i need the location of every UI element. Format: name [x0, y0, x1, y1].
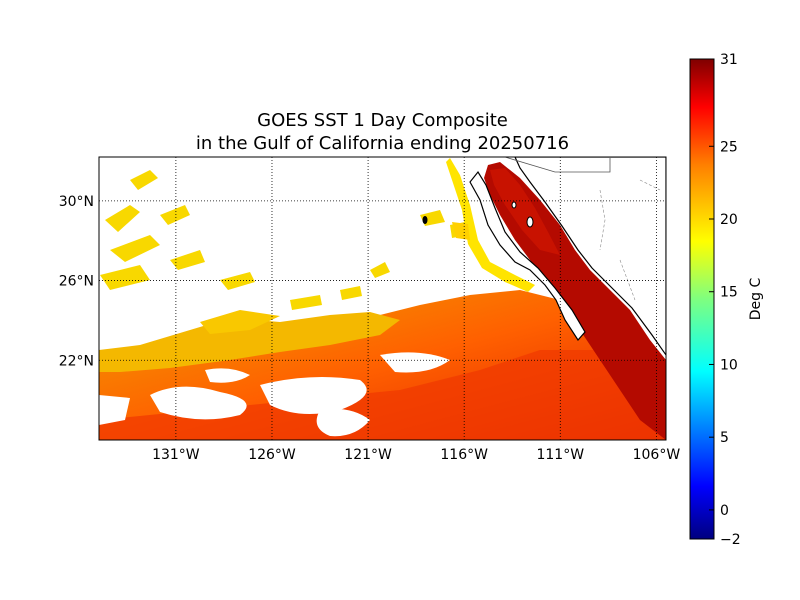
colorbar-gradient	[689, 58, 715, 540]
map-gridlines	[99, 157, 666, 440]
colorbar-tick-label: −2	[720, 532, 741, 548]
latitude-tick-labels: 30°N 26°N 22°N	[59, 194, 94, 369]
colorbar-tick-label: 25	[720, 139, 738, 155]
map-frame	[98, 156, 667, 441]
sst-mid-band	[99, 312, 400, 372]
island-cedros	[422, 216, 428, 224]
lat-tick-label: 26°N	[59, 274, 94, 290]
colorbar-tick-label: 15	[720, 285, 738, 301]
cloud-gaps	[99, 352, 450, 437]
island-tiburon	[526, 216, 534, 228]
colorbar: 31 25 20 15 10 5 0 −2 Deg C	[689, 52, 764, 548]
baja-peninsula	[469, 170, 586, 341]
sst-map	[99, 157, 666, 440]
colorbar-label: Deg C	[748, 278, 764, 321]
sst-scattered-cells	[100, 170, 468, 310]
map-title-line-2: in the Gulf of California ending 2025071…	[195, 133, 570, 154]
colorbar-tick-label: 0	[720, 503, 729, 519]
lon-tick-label: 121°W	[344, 447, 392, 463]
map-title-line-1: GOES SST 1 Day Composite	[257, 110, 508, 131]
lon-tick-label: 131°W	[152, 447, 200, 463]
mainland-mexico	[514, 157, 666, 357]
lon-tick-label: 106°W	[633, 447, 681, 463]
island-angel	[511, 201, 517, 209]
colorbar-ticks: 31 25 20 15 10 5 0 −2	[709, 52, 741, 548]
us-mexico-border	[504, 157, 611, 173]
sst-mid-band-north	[200, 310, 280, 334]
lat-tick-label: 30°N	[59, 194, 94, 210]
colorbar-tick-label: 20	[720, 212, 738, 228]
colorbar-tick-label: 10	[720, 357, 738, 373]
lat-tick-label: 22°N	[59, 353, 94, 369]
longitude-tick-labels: 131°W 126°W 121°W 116°W 111°W 106°W	[152, 447, 680, 463]
colorbar-tick-label: 31	[720, 52, 738, 68]
lon-tick-label: 111°W	[536, 447, 584, 463]
sst-hot-ocean-field	[99, 350, 666, 440]
lon-tick-label: 116°W	[440, 447, 488, 463]
state-boundaries	[599, 179, 661, 301]
lon-tick-label: 126°W	[248, 447, 296, 463]
sst-coastal-upwelling	[446, 158, 535, 292]
sst-vizcaino-bay	[452, 222, 470, 240]
colorbar-tick-label: 5	[720, 430, 729, 446]
sst-gulf-inner	[490, 168, 560, 255]
